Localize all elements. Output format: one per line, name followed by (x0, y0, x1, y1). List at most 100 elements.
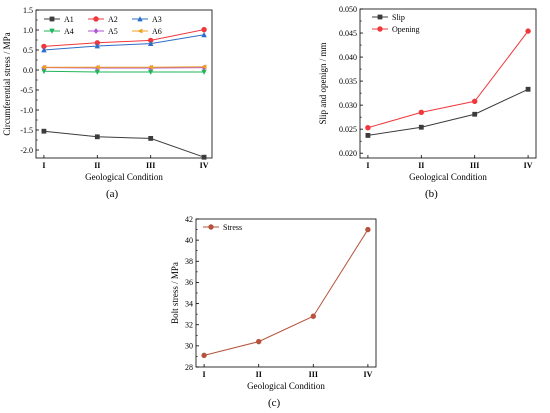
chart-a-legend-marker-a2 (93, 16, 99, 22)
chart-c-ytick-label: 32 (185, 321, 193, 330)
chart-b-xtick-label: III (470, 161, 479, 170)
chart-c-point-stress-2 (256, 338, 262, 345)
chart-c-xlabel: Geological Condition (247, 381, 325, 391)
chart-c-ytick-label: 28 (185, 363, 193, 372)
chart-a-xtick-label: I (42, 161, 45, 170)
chart-a-frame (35, 9, 213, 159)
chart-b-point-slip-3 (472, 111, 478, 117)
panel-label-a: (a) (106, 188, 119, 200)
chart-c-series-line-stress (203, 229, 369, 356)
chart-a-point-a1-2 (94, 134, 100, 140)
chart-c-xtick-label: II (256, 370, 262, 379)
chart-b-frame (359, 8, 537, 159)
chart-b-legend-marker-slip (377, 14, 383, 20)
chart-a-ytick-label: -1.0 (20, 106, 33, 115)
chart-a-ylabel: Circumferential stress / MPa (2, 32, 12, 135)
chart-a-legend-marker-a1 (49, 16, 55, 22)
chart-a-legend-label-a3: A3 (152, 15, 162, 24)
chart-a-ytick-label: 0.0 (23, 66, 33, 75)
chart-a-point-a4-3 (147, 69, 154, 75)
chart-a-legend-marker-a4 (49, 28, 55, 34)
chart-b-legend-label-slip: Slip (392, 13, 405, 22)
chart-b-ytick-label: 0.035 (339, 77, 357, 86)
chart-b-xtick-label: IV (524, 161, 533, 170)
chart-a-point-a4-2 (94, 69, 101, 75)
chart-a-point-a2-4 (201, 26, 207, 33)
chart-c-ytick-label: 34 (185, 299, 193, 308)
chart-a-point-a1-4 (201, 154, 207, 160)
chart-a-point-a4-4 (201, 69, 207, 75)
chart-a-point-a6-3 (147, 64, 154, 70)
chart-b-point-opening-4 (525, 28, 531, 34)
chart-b-xtick-label: II (418, 161, 424, 170)
chart-b-legend-marker-opening (377, 26, 383, 32)
chart-a-point-a6-1 (41, 64, 47, 70)
chart-a-xtick-label: III (146, 161, 155, 170)
chart-a-xtick-label: IV (200, 161, 209, 170)
chart-a-point-a4-1 (41, 68, 47, 75)
chart-a-point-a2-3 (147, 37, 154, 44)
chart-a-legend-marker-a3 (137, 16, 143, 22)
chart-a-legend-marker-a5 (93, 28, 99, 34)
chart-a-legend-label-a5: A5 (108, 27, 118, 36)
chart-c-ytick-label: 42 (185, 215, 193, 224)
chart-a-point-a1-1 (41, 128, 47, 134)
chart-a-point-a3-1 (41, 47, 47, 53)
chart-b-point-slip-1 (365, 133, 371, 138)
chart-b-point-opening-2 (418, 109, 425, 116)
chart-a-point-a3-3 (147, 40, 154, 46)
chart-a-ytick-label: -0.5 (20, 86, 33, 95)
chart-a-series-line-a4 (43, 70, 205, 73)
chart-c-ylabel: Bolt stress / MPa (170, 262, 180, 324)
chart-a-xlabel: Geological Condition (85, 172, 163, 182)
chart-c-point-stress-3 (310, 313, 316, 319)
chart-c-frame (195, 218, 377, 368)
chart-c-xtick-label: I (203, 370, 206, 379)
chart-b-point-opening-3 (471, 98, 478, 104)
chart-c-ytick-label: 36 (185, 278, 193, 287)
chart-b-ytick-label: 0.040 (339, 53, 357, 62)
chart-a-point-a3-4 (201, 31, 207, 38)
chart-a-legend-label-a1: A1 (64, 15, 74, 24)
chart-c-ytick-label: 40 (185, 236, 193, 245)
chart-a-plot: -2.0-1.5-1.0-0.50.00.51.01.5I II III IVGeol… (2, 6, 213, 182)
chart-c-xtick-label: III (309, 370, 318, 379)
chart-b-series-line-slip (367, 88, 529, 136)
chart-b-point-slip-4 (525, 86, 531, 92)
chart-a-point-a6-2 (94, 64, 100, 70)
chart-a-ytick-label: 1.0 (23, 26, 33, 35)
chart-a-xtick-label: II (94, 161, 100, 170)
chart-b-ylabel: Slip and openign / mm (318, 43, 328, 125)
chart-a-point-a1-3 (148, 136, 154, 141)
chart-b-ytick-label: 0.020 (339, 149, 357, 158)
chart-a-point-a2-1 (41, 43, 47, 50)
chart-b-ytick-label: 0.030 (339, 101, 357, 110)
chart-a-legend-label-a6: A6 (152, 27, 162, 36)
chart-b-ytick-label: 0.050 (339, 5, 357, 14)
chart-c-ytick-label: 30 (185, 342, 193, 351)
chart-c-xtick-label: IV (363, 370, 372, 379)
chart-c-point-stress-4 (365, 226, 371, 233)
chart-c-legend-label-stress: Stress (223, 223, 242, 232)
chart-a-series-line-a3 (43, 34, 205, 51)
chart-b-xlabel: Geological Condition (409, 172, 487, 182)
chart-c-legend-marker-stress (208, 224, 214, 230)
chart-a-legend-label-a4: A4 (64, 27, 74, 36)
chart-b-legend-label-opening: Opening (392, 25, 420, 34)
chart-a-legend-marker-a6 (137, 28, 143, 34)
chart-b-point-opening-1 (365, 125, 371, 131)
chart-a-ytick-label: -1.5 (20, 126, 33, 135)
chart-c-point-stress-1 (201, 352, 207, 359)
chart-b-ytick-label: 0.025 (339, 125, 357, 134)
chart-a-series-line-a2 (43, 29, 205, 47)
chart-b-ytick-label: 0.045 (339, 29, 357, 38)
chart-a-ytick-label: 1.5 (23, 6, 33, 15)
chart-c-ytick-label: 38 (185, 257, 193, 266)
panel-label-c: (c) (268, 397, 281, 409)
chart-b-xtick-label: I (366, 161, 369, 170)
chart-a-point-a2-2 (94, 40, 101, 46)
chart-a-ytick-label: -2.0 (20, 146, 33, 155)
